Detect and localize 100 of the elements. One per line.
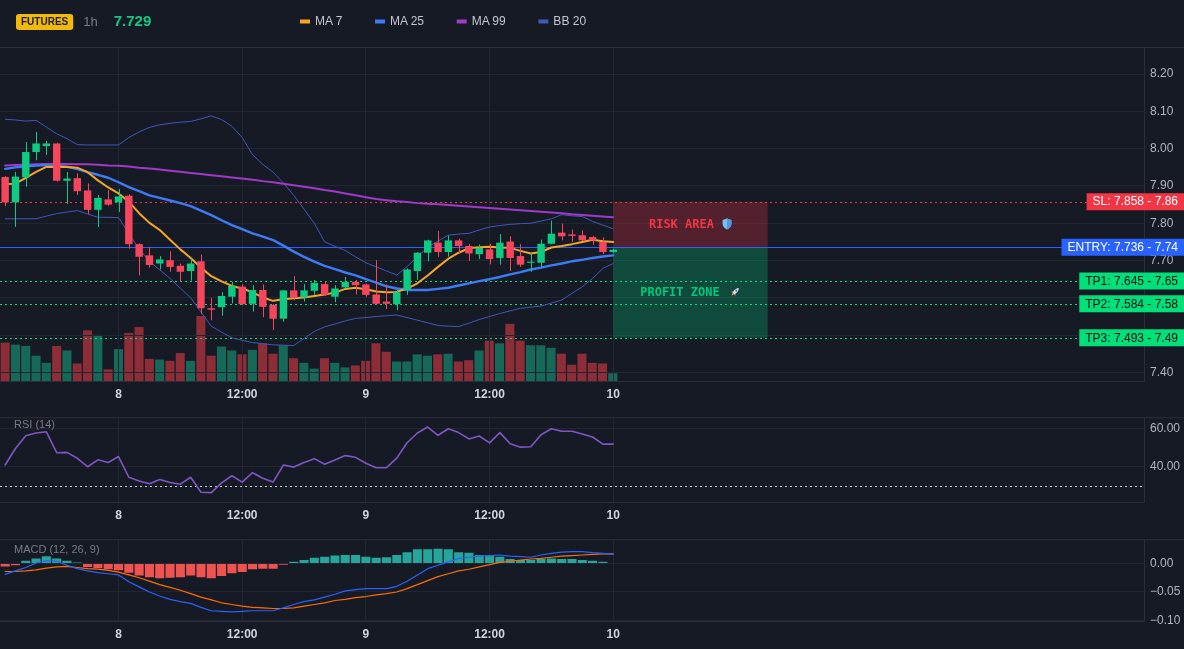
candlestick	[259, 283, 267, 318]
ref-line-label: TP2: 7.584 - 7.58	[1085, 296, 1179, 311]
bar	[495, 343, 505, 381]
bar	[124, 332, 134, 381]
candlestick	[403, 267, 411, 296]
candlestick	[228, 281, 236, 304]
candlestick	[496, 233, 504, 266]
ref-line-label: TP1: 7.645 - 7.65	[1085, 273, 1179, 288]
y-tick-label: 8.10	[1150, 103, 1174, 118]
x-tick-label: 9	[362, 626, 370, 641]
candlestick	[372, 259, 380, 306]
x-tick-label: 12:00	[226, 507, 258, 522]
x-tick-label: 8	[115, 626, 123, 641]
candlestick	[485, 243, 494, 265]
bar	[0, 342, 10, 381]
x-tick-label: 12:00	[474, 386, 506, 401]
chart-title: RSI (14)	[14, 418, 55, 431]
bar	[474, 350, 484, 381]
bar	[62, 350, 72, 381]
x-tick-label: 9	[362, 507, 370, 522]
y-tick-label: 60.00	[1150, 420, 1181, 435]
x-tick-label: 12:00	[226, 626, 258, 641]
candlestick	[135, 242, 143, 276]
candlestick	[73, 172, 82, 196]
y-tick-label: 8.00	[1150, 141, 1174, 155]
x-tick-label: 10	[606, 386, 621, 401]
bar	[175, 353, 185, 381]
candlestick	[413, 251, 422, 281]
x-tick-label: 9	[362, 386, 370, 401]
bar	[165, 360, 175, 381]
bar	[340, 367, 350, 381]
bar	[289, 358, 299, 381]
text: 1h	[83, 13, 98, 29]
ref-line-label: SL: 7.858 - 7.86	[1092, 194, 1179, 209]
bar	[443, 353, 453, 381]
bar	[330, 362, 340, 381]
bar	[546, 347, 556, 381]
chart-title: MACD (12, 26, 9)	[14, 543, 100, 556]
legend-label: MA 99	[471, 14, 507, 29]
y-tick-label: 7.70	[1150, 252, 1174, 267]
ref-line-label: ENTRY: 7.736 - 7.74	[1067, 239, 1179, 254]
y-tick-label: 7.80	[1150, 215, 1174, 230]
bar	[515, 340, 525, 381]
text: 7.729	[113, 12, 152, 30]
bar	[206, 355, 216, 381]
candlestick	[248, 284, 257, 313]
candlestick	[434, 230, 442, 258]
candlestick	[176, 263, 185, 283]
candlestick	[207, 297, 215, 321]
candlestick	[537, 239, 545, 268]
x-tick-label: 12:00	[226, 386, 258, 401]
bar	[608, 373, 618, 381]
y-tick-label: 8.20	[1150, 66, 1174, 81]
bar	[196, 316, 206, 381]
candlestick	[393, 289, 401, 311]
y-tick-label: −0.10	[1150, 612, 1181, 627]
candlestick	[63, 171, 71, 205]
bar	[433, 354, 443, 381]
bar	[278, 345, 288, 381]
x-tick-label: 12:00	[474, 626, 506, 641]
bar	[505, 323, 515, 381]
bar	[247, 349, 257, 381]
x-tick-label: 12:00	[474, 507, 506, 522]
band-label: PROFIT ZONE	[640, 284, 720, 299]
bar	[103, 369, 113, 381]
band-label: RISK AREA	[648, 216, 715, 231]
x-tick-label: 8	[115, 507, 123, 522]
bar	[52, 345, 62, 381]
candlestick	[269, 303, 277, 331]
bar	[299, 362, 309, 381]
ref-line-label: TP3: 7.493 - 7.49	[1085, 330, 1179, 345]
candlestick	[94, 194, 102, 228]
bar	[186, 360, 196, 381]
x-tick-label: 8	[115, 386, 123, 401]
candlestick	[444, 235, 453, 257]
candlestick	[114, 188, 123, 213]
candlestick	[217, 291, 226, 317]
y-tick-label: 40.00	[1150, 459, 1181, 474]
candlestick	[166, 250, 174, 273]
candlestick	[516, 243, 525, 268]
candlestick	[506, 235, 514, 272]
bar	[155, 359, 165, 381]
legend-label: MA 25	[390, 14, 425, 29]
bar	[319, 358, 329, 381]
y-tick-label: 0.00	[1150, 555, 1174, 570]
x-tick-label: 10	[606, 507, 621, 522]
text: FUTURES	[21, 16, 69, 28]
candlestick	[145, 246, 154, 269]
bar	[93, 334, 103, 381]
candlestick	[83, 182, 92, 215]
x-tick-label: 10	[606, 626, 621, 641]
y-tick-label: 7.90	[1150, 178, 1174, 193]
legend-label: BB 20	[553, 14, 587, 29]
candlestick	[290, 275, 298, 301]
y-tick-label: −0.05	[1150, 584, 1181, 599]
y-tick-label: 7.40	[1150, 364, 1174, 379]
legend-label: MA 7	[315, 14, 343, 29]
bar	[381, 351, 391, 381]
candlestick	[32, 131, 40, 161]
candlestick	[238, 283, 246, 306]
